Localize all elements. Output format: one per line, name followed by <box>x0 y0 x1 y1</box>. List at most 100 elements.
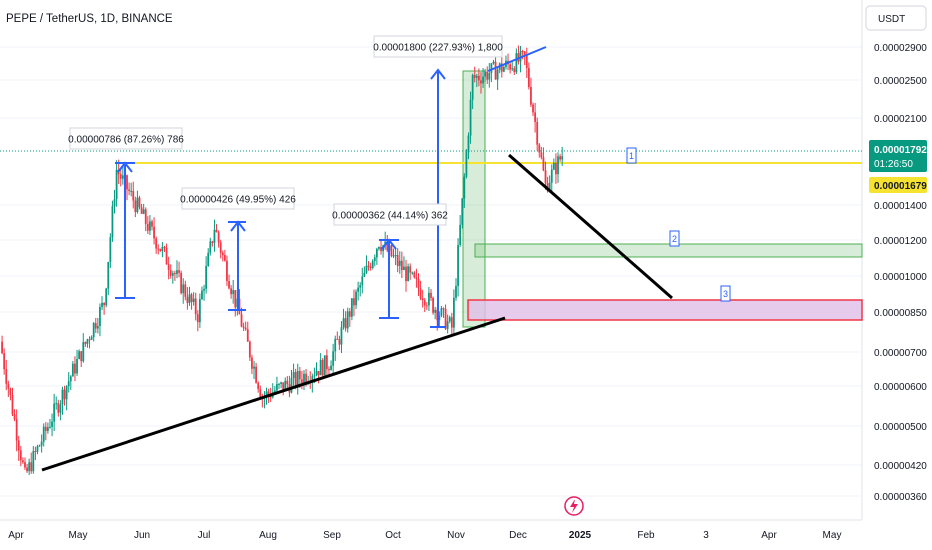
candle <box>490 63 493 73</box>
measure-box-green[interactable] <box>462 70 486 328</box>
candle <box>473 75 476 78</box>
level-price-badge: 0.00001679 <box>869 177 927 193</box>
candle <box>534 112 537 122</box>
candle <box>500 63 503 72</box>
candle <box>548 182 551 192</box>
candle <box>344 318 347 329</box>
price-tick: 0.00002900 <box>874 43 927 54</box>
candle <box>80 351 83 362</box>
candle <box>88 339 91 341</box>
candle <box>423 300 426 306</box>
candle <box>417 278 420 289</box>
candle <box>101 302 103 308</box>
candle <box>209 241 212 253</box>
candle <box>313 375 316 377</box>
candle <box>169 270 172 276</box>
candle <box>65 386 68 400</box>
candle <box>113 199 116 207</box>
candle <box>428 292 430 306</box>
candle <box>76 358 78 374</box>
candle <box>378 247 380 249</box>
candle <box>471 75 474 100</box>
zone-label-2[interactable]: 2 <box>669 230 680 247</box>
time-label: Aug <box>259 530 277 541</box>
candle <box>165 247 168 265</box>
candle <box>107 262 110 289</box>
measure-arrow-1[interactable] <box>115 161 135 299</box>
candle <box>234 290 237 308</box>
price-tick: 0.00000360 <box>874 492 927 503</box>
measure-arrow-2[interactable] <box>228 220 246 311</box>
price-axis[interactable]: 0.00002900 0.00002500 0.00002100 0.00001… <box>874 43 927 503</box>
candle <box>219 242 222 253</box>
time-label: 2025 <box>569 530 592 541</box>
support-trendline[interactable] <box>41 316 506 472</box>
candle <box>523 51 526 56</box>
candle <box>434 309 437 313</box>
candle <box>51 421 53 427</box>
candle <box>527 67 530 88</box>
candle <box>380 247 382 252</box>
measure-arrow-4[interactable] <box>430 68 446 328</box>
price-tick: 0.00002500 <box>874 76 927 87</box>
candle <box>163 246 166 248</box>
currency-button[interactable]: USDT <box>865 5 927 31</box>
descending-trendline[interactable] <box>508 153 673 300</box>
candle <box>151 221 153 227</box>
candle <box>132 190 135 201</box>
candle <box>111 206 114 238</box>
candle <box>228 281 230 289</box>
zone-label-3[interactable]: 3 <box>720 285 731 302</box>
candle <box>413 272 416 278</box>
candle <box>53 403 56 422</box>
candle <box>232 290 235 295</box>
candle <box>186 296 189 303</box>
candle <box>57 403 60 413</box>
price-tick: 0.00000850 <box>874 308 927 319</box>
measure-arrow-3[interactable] <box>379 238 399 319</box>
candle <box>196 314 199 323</box>
candle <box>198 299 201 323</box>
svg-text:0.00000426 (49.95%) 426: 0.00000426 (49.95%) 426 <box>180 195 296 206</box>
candle <box>265 391 268 397</box>
candle <box>392 255 395 257</box>
candle <box>536 121 539 145</box>
candle <box>286 380 289 385</box>
candle <box>453 297 455 328</box>
candle <box>63 389 66 400</box>
candle <box>159 248 162 252</box>
zone-label-1[interactable]: 1 <box>626 147 637 164</box>
candle <box>92 323 95 338</box>
candle <box>99 307 101 326</box>
candle <box>251 357 253 369</box>
candle <box>46 427 49 431</box>
time-axis[interactable]: Apr May Jun Jul Aug Sep Oct Nov Dec 2025… <box>8 530 841 541</box>
current-price-badge: 0.00001792 01:26:50 <box>869 140 927 172</box>
candle <box>319 359 322 376</box>
candle <box>242 326 245 328</box>
candle <box>342 318 345 328</box>
svg-text:0.00001792: 0.00001792 <box>874 145 927 156</box>
candle <box>38 445 41 447</box>
candle <box>140 207 143 214</box>
candle <box>178 270 180 273</box>
candle <box>375 248 378 258</box>
candle <box>561 156 564 160</box>
candle <box>134 200 137 213</box>
zone-2[interactable] <box>474 243 863 258</box>
lightning-icon[interactable] <box>564 496 584 516</box>
blue-top-line[interactable] <box>487 46 547 72</box>
candle <box>144 209 147 224</box>
candle <box>405 266 407 281</box>
candle <box>171 273 174 276</box>
candle <box>71 363 74 377</box>
candle <box>69 376 72 382</box>
candle <box>19 450 22 461</box>
zone-3[interactable] <box>467 299 863 321</box>
candle <box>84 342 87 344</box>
candle <box>363 272 366 277</box>
candle <box>30 462 33 472</box>
candle <box>457 244 459 286</box>
candle <box>78 351 81 359</box>
